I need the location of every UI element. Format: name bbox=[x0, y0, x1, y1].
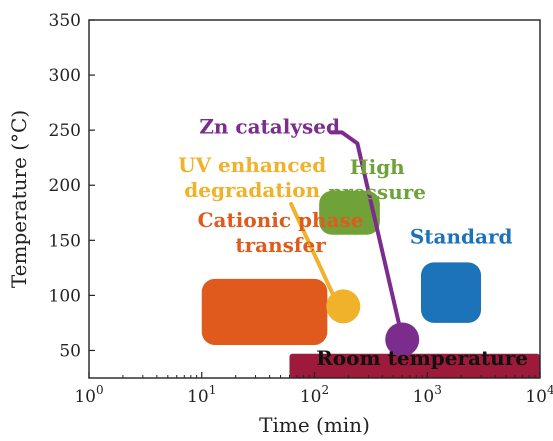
high-pressure-region bbox=[319, 190, 380, 235]
x-tick-label: 103 bbox=[413, 383, 442, 407]
leaders-layer bbox=[289, 130, 403, 333]
y-tick-label: 50 bbox=[59, 341, 81, 361]
zn-catalysed-marker bbox=[385, 322, 420, 357]
standard-region bbox=[420, 262, 482, 323]
x-tick-label: 104 bbox=[525, 383, 553, 407]
zn-catalysed-leader-line bbox=[328, 130, 403, 333]
room-temperature-label: Room temperature bbox=[316, 346, 528, 370]
x-axis-title: Time (min) bbox=[259, 413, 370, 437]
zn-catalysed-label: Zn catalysed bbox=[199, 114, 340, 138]
y-tick-label: 350 bbox=[49, 11, 81, 31]
room-temperature-region bbox=[289, 353, 540, 378]
high-pressure-label: High pressure bbox=[328, 155, 426, 204]
cationic-phase-transfer-region bbox=[201, 278, 328, 345]
labels-layer: High pressure Standard Cationic phase transf… bbox=[178, 114, 528, 369]
cationic-phase-transfer-label: Cationic phase transfer bbox=[198, 208, 364, 257]
y-tick-label: 250 bbox=[49, 121, 81, 141]
ticks-layer: 50 100 150 200 250 300 350 100 101 102 103 104 bbox=[49, 11, 553, 407]
regions-layer bbox=[201, 190, 540, 378]
x-tick-label: 102 bbox=[300, 383, 329, 407]
y-tick-label: 100 bbox=[49, 286, 81, 306]
y-tick-label: 200 bbox=[49, 176, 81, 196]
y-tick-label: 300 bbox=[49, 66, 81, 86]
y-tick-label: 150 bbox=[49, 231, 81, 251]
uv-enhanced-degradation-label: UV enhanced degradation bbox=[178, 153, 326, 202]
x-tick-label: 100 bbox=[74, 383, 103, 407]
standard-label: Standard bbox=[410, 225, 513, 249]
x-tick-label: 101 bbox=[187, 383, 216, 407]
y-axis-title: Temperature (°C) bbox=[7, 110, 31, 288]
uv-enhanced-degradation-leader-line bbox=[289, 201, 337, 300]
